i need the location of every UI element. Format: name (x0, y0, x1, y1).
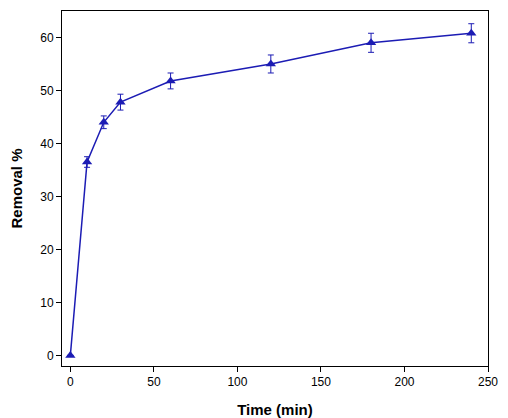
svg-text:60: 60 (40, 31, 54, 45)
svg-text:50: 50 (40, 84, 54, 98)
svg-text:0: 0 (47, 349, 54, 363)
svg-text:200: 200 (394, 375, 414, 389)
svg-text:150: 150 (311, 375, 331, 389)
svg-text:50: 50 (147, 375, 161, 389)
svg-text:250: 250 (478, 375, 498, 389)
svg-text:0: 0 (67, 375, 74, 389)
svg-text:Removal %: Removal % (8, 148, 25, 228)
svg-text:30: 30 (40, 190, 54, 204)
svg-text:20: 20 (40, 243, 54, 257)
svg-text:10: 10 (40, 296, 54, 310)
svg-text:Time (min): Time (min) (237, 401, 313, 418)
svg-text:100: 100 (227, 375, 247, 389)
svg-text:40: 40 (40, 137, 54, 151)
